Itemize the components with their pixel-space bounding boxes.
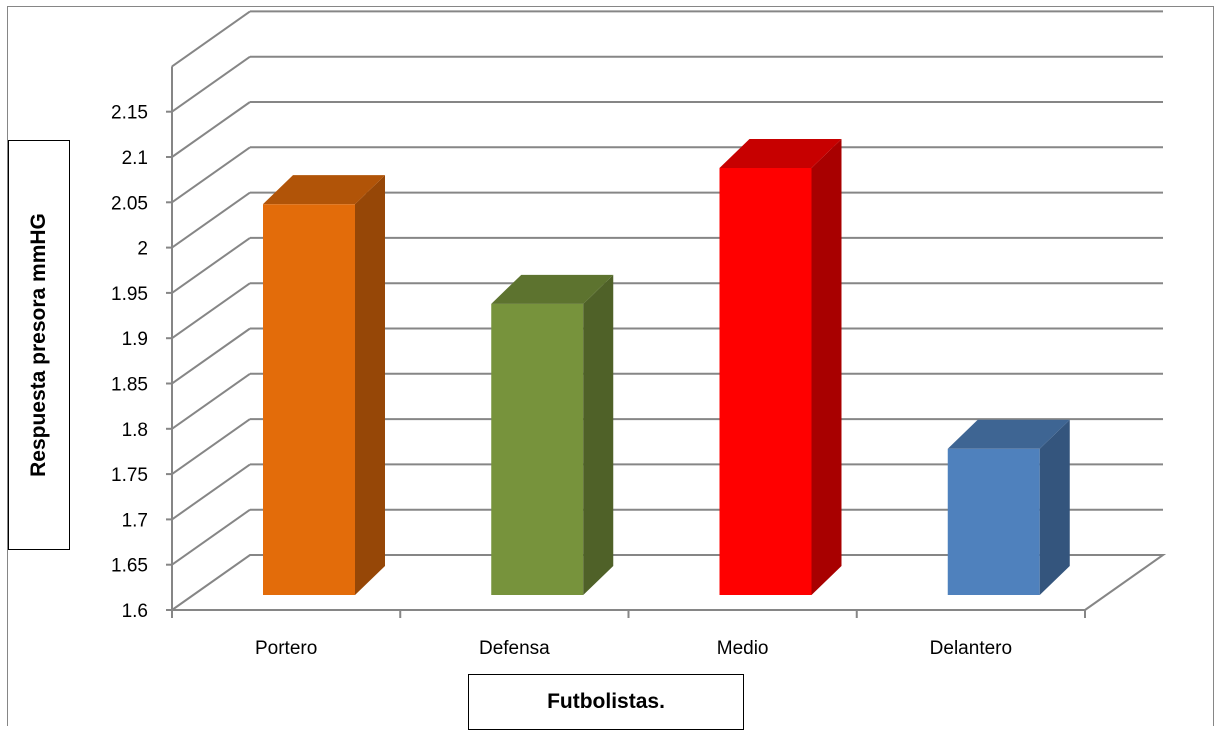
x-tick-labels: Portero Defensa Medio Delantero (255, 638, 1012, 659)
y-tick-label: 1.85 (111, 375, 148, 396)
bar-top (719, 138, 842, 168)
gridline-side (171, 237, 251, 294)
x-axis-title-box: Futbolistas. (468, 674, 744, 730)
bar-front (719, 167, 812, 595)
y-axis-title-box: Respuesta presora mmHG (8, 140, 70, 550)
bar-front (947, 448, 1040, 595)
y-tick-label: 1.9 (122, 329, 148, 350)
bar-top (263, 175, 385, 205)
bar-side (583, 274, 614, 595)
bar-portero (263, 175, 385, 595)
y-tick-label: 1.7 (122, 510, 148, 531)
gridline-side (171, 372, 251, 430)
bar-side (811, 138, 842, 595)
bar-delantero (947, 419, 1070, 595)
bar-side (355, 175, 385, 595)
bar-medio (719, 138, 842, 595)
gridline-side (171, 146, 251, 204)
gridline-side (171, 463, 251, 521)
bar-front (263, 204, 355, 595)
gridline-side (171, 418, 251, 475)
y-tick-label: 1.75 (111, 465, 148, 486)
y-tick-labels: 1.6 1.65 1.7 1.75 1.8 1.85 1.9 1.95 2 2.05 2.1 2.15 (111, 103, 148, 622)
bar-side (1039, 419, 1070, 595)
bar-front (491, 303, 584, 595)
y-tick-label: 2.15 (111, 103, 148, 124)
y-tick-label: 1.95 (111, 284, 148, 305)
x-axis-title: Futbolistas. (547, 690, 665, 713)
x-tick-label: Medio (717, 638, 769, 659)
axes (166, 66, 1167, 618)
gridline-side (171, 101, 251, 158)
bar-top (491, 274, 614, 304)
floor (171, 554, 1167, 611)
bars (263, 138, 1070, 595)
y-axis-title: Respuesta presora mmHG (27, 213, 51, 477)
gridline-side (171, 508, 251, 566)
gridline-side (171, 327, 251, 385)
x-tick-label: Delantero (930, 638, 1012, 659)
y-tick-label: 1.8 (122, 420, 148, 441)
y-tick-label: 2 (137, 239, 148, 260)
y-tick-label: 1.6 (122, 601, 148, 622)
y-tick-label: 2.1 (122, 148, 148, 169)
gridline-side (171, 10, 251, 68)
x-tick-label: Defensa (479, 638, 550, 659)
bar-top (947, 419, 1070, 449)
gridline-side (171, 191, 251, 249)
gridlines (171, 10, 1163, 566)
x-tick-label: Portero (255, 638, 317, 659)
y-tick-label: 2.05 (111, 193, 148, 214)
y-tick-label: 1.65 (111, 556, 148, 577)
gridline-side (171, 282, 251, 340)
gridline-side (171, 55, 251, 113)
bar-defensa (491, 274, 614, 595)
